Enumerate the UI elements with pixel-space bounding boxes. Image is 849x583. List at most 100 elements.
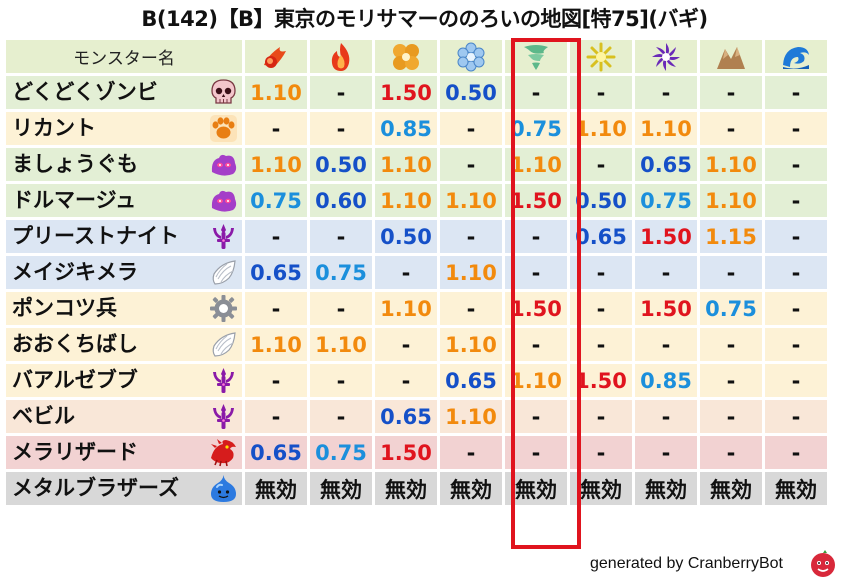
header-element-cell (505, 40, 567, 73)
monster-name: どくどくゾンビ (12, 80, 158, 104)
resistance-value: - (635, 256, 697, 289)
resistance-value: - (310, 112, 372, 145)
monster-name-cell: ドルマージュ (6, 184, 242, 217)
resistance-value: 無効 (245, 472, 307, 505)
monster-name-cell: メラリザード (6, 436, 242, 469)
resistance-value: - (765, 436, 827, 469)
monster-row: ましょうぐも 1.10 0.50 1.10-1.10-0.65 1.10- (6, 148, 827, 181)
monster-name-cell: メイジキメラ (6, 256, 242, 289)
monster-name-cell: メタルブラザーズ (6, 472, 242, 505)
resistance-value: 1.10 (310, 328, 372, 361)
resistance-value: - (700, 76, 762, 109)
resistance-value: 0.75 (635, 184, 697, 217)
resistance-value: - (700, 436, 762, 469)
resistance-value: 1.10 (440, 184, 502, 217)
resistance-value: - (765, 364, 827, 397)
header-name-cell: モンスター名 (6, 40, 242, 73)
resistance-value: 0.60 (310, 184, 372, 217)
resistance-value: 0.65 (635, 148, 697, 181)
resistance-value: 0.50 (570, 184, 632, 217)
resistance-value: - (635, 328, 697, 361)
monster-name: メタルブラザーズ (12, 476, 179, 500)
resistance-value: 1.10 (245, 76, 307, 109)
demon-trident-icon (209, 402, 238, 431)
resistance-value: - (310, 292, 372, 325)
resistance-value: 1.10 (505, 364, 567, 397)
earth-icon (390, 41, 422, 73)
resistance-value: 0.85 (375, 112, 437, 145)
resistance-value: - (570, 400, 632, 433)
resistance-value: 0.75 (310, 436, 372, 469)
slime-icon (209, 474, 238, 503)
resistance-value: - (375, 256, 437, 289)
resistance-value: - (570, 148, 632, 181)
monster-row: ベビル - -0.65 1.10- - - - - (6, 400, 827, 433)
resistance-value: 1.50 (570, 364, 632, 397)
resistance-value: 0.65 (570, 220, 632, 253)
resistance-value: 1.10 (700, 184, 762, 217)
resistance-value: 1.50 (375, 76, 437, 109)
resistance-value: 0.75 (505, 112, 567, 145)
water-icon (780, 41, 812, 73)
resistance-value: - (765, 256, 827, 289)
resistance-table: モンスター名 どくどくゾンビ 1.10-1.50 0.50- - - - - リカント - -0.… (3, 37, 830, 508)
monster-row: おおくちばし 1.10 1.10-1.10- - - - - (6, 328, 827, 361)
resistance-value: - (245, 400, 307, 433)
resistance-value: - (570, 292, 632, 325)
resistance-value: - (440, 220, 502, 253)
monster-row: どくどくゾンビ 1.10-1.50 0.50- - - - - (6, 76, 827, 109)
monster-name-cell: おおくちばし (6, 328, 242, 361)
monster-name: おおくちばし (12, 332, 138, 356)
demon-trident-icon (209, 222, 238, 251)
resistance-value: - (440, 112, 502, 145)
monster-name-cell: プリーストナイト (6, 220, 242, 253)
resistance-value: - (505, 76, 567, 109)
gear-icon (209, 294, 238, 323)
light-icon (585, 41, 617, 73)
monster-name: バアルゼブブ (12, 368, 138, 392)
resistance-value: - (635, 436, 697, 469)
resistance-value: 1.10 (375, 292, 437, 325)
resistance-value: 1.10 (440, 400, 502, 433)
resistance-value: 0.65 (375, 400, 437, 433)
monster-name: ベビル (12, 404, 75, 428)
resistance-value: - (700, 400, 762, 433)
resistance-value: - (375, 328, 437, 361)
flame-icon (325, 41, 357, 73)
slime-beast-icon (209, 186, 238, 215)
wing-icon (209, 258, 238, 287)
monster-row: メラリザード 0.65 0.75 1.50- - - - - - (6, 436, 827, 469)
monster-name: メイジキメラ (12, 260, 138, 284)
resistance-value: 0.65 (245, 436, 307, 469)
resistance-value: - (765, 148, 827, 181)
resistance-value: 0.75 (310, 256, 372, 289)
resistance-value: 0.85 (635, 364, 697, 397)
demon-trident-icon (209, 366, 238, 395)
header-element-cell (310, 40, 372, 73)
resistance-value: 無効 (505, 472, 567, 505)
resistance-value: 1.50 (505, 292, 567, 325)
resistance-value: - (505, 436, 567, 469)
resistance-value: - (700, 256, 762, 289)
resistance-value: 1.15 (700, 220, 762, 253)
resistance-value: - (765, 292, 827, 325)
resistance-value: - (700, 364, 762, 397)
monster-row: ドルマージュ 0.75 0.60 1.10 1.10 1.50 0.50 0.75 1.10- (6, 184, 827, 217)
header-name-label: モンスター名 (73, 49, 175, 69)
resistance-value: - (570, 256, 632, 289)
resistance-value: 1.10 (570, 112, 632, 145)
resistance-value: - (505, 400, 567, 433)
monster-name: ドルマージュ (12, 188, 137, 212)
page-title: B(142)【B】東京のモリサマーののろいの地図[特75](バギ) (141, 7, 708, 31)
wind-icon (520, 41, 552, 73)
resistance-value: - (765, 400, 827, 433)
resistance-value: - (765, 328, 827, 361)
resistance-value: - (570, 436, 632, 469)
resistance-value: 無効 (570, 472, 632, 505)
dragon-icon (209, 438, 238, 467)
resistance-value: 1.10 (245, 148, 307, 181)
header-element-cell (245, 40, 307, 73)
wing-icon (209, 330, 238, 359)
monster-name-cell: どくどくゾンビ (6, 76, 242, 109)
resistance-value: - (505, 220, 567, 253)
